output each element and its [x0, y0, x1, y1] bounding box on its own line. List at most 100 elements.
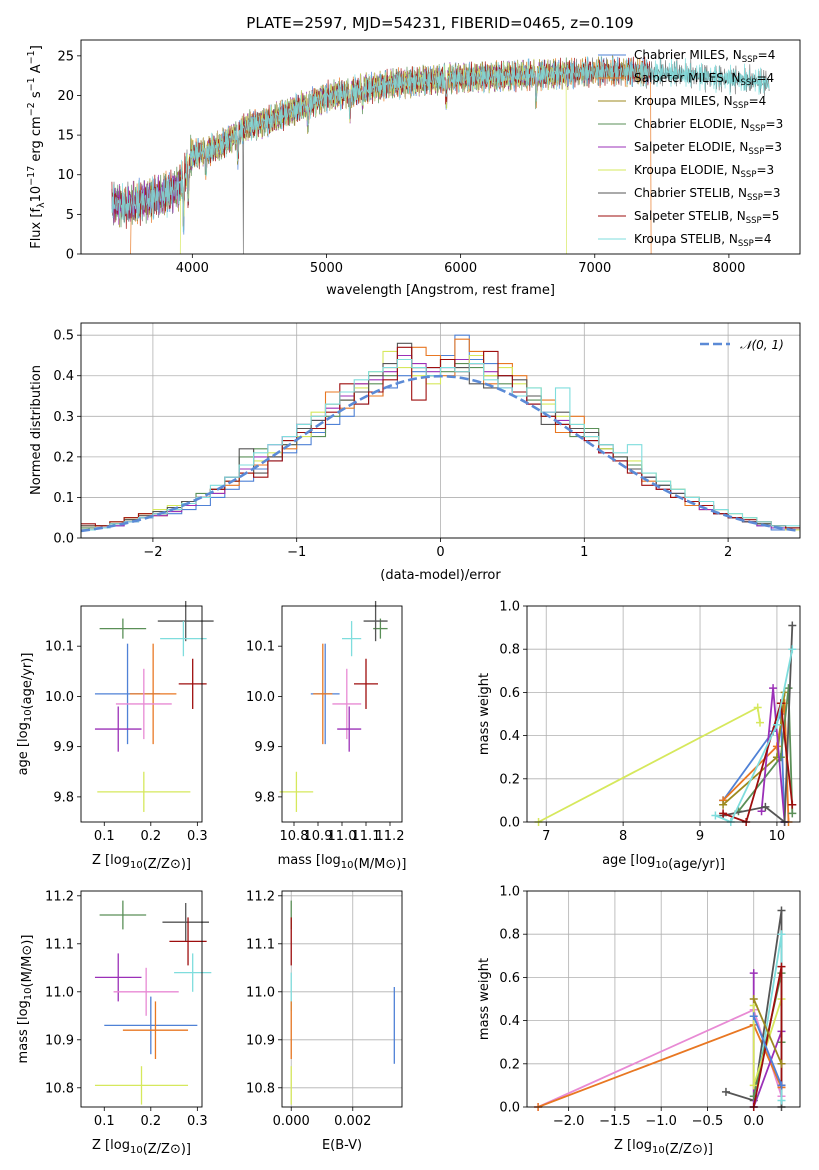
legend-label: Chabrier STELIB, NSSP=3: [634, 186, 781, 203]
y-tick-label: 10.1: [45, 640, 74, 655]
weight-marker: [711, 811, 720, 820]
x-axis-label: E(B-V): [322, 1138, 362, 1153]
x-tick-label: 0.002: [334, 1114, 371, 1129]
axes-frame: [80, 890, 203, 1108]
legend-label: Kroupa MILES, NSSP=4: [634, 94, 766, 111]
y-tick-label: 10.8: [45, 1081, 74, 1096]
weight-line: [752, 1015, 783, 1086]
y-tick-label: 0.8: [499, 928, 520, 943]
axes-frame: [80, 322, 801, 539]
x-tick-label: 0.000: [273, 1114, 310, 1129]
y-tick-label: 0.4: [499, 1014, 520, 1029]
x-tick-label: 5000: [310, 261, 343, 276]
massweight_vs_age-panel: 7 8 9 10 0.0 0.2 0.4 0.6 0.8 1.0 age [log10(age/yr…: [477, 600, 801, 872]
weight-marker: [777, 1081, 786, 1090]
legend-label: Kroupa STELIB, NSSP=4: [634, 232, 772, 249]
residuals-panel: −2 −1 0 1 2 0.0 0.1 0.2 0.3 0.4 0.5 𝒩(0, 1) (data-mo…: [29, 322, 801, 583]
weight-marker: [784, 684, 793, 693]
x-tick-label: −2.0: [553, 1114, 585, 1129]
y-tick-label: 0.4: [499, 729, 520, 744]
x-tick-label: 0.2: [140, 1114, 161, 1129]
weight-marker: [788, 621, 797, 630]
weight-marker: [777, 930, 786, 939]
weight-marker: [777, 1096, 786, 1105]
weight-marker: [749, 995, 758, 1003]
y-tick-label: 10.9: [246, 1033, 275, 1048]
x-tick-label: 11.0: [328, 829, 357, 844]
y-tick-label: 0.6: [499, 971, 520, 986]
weight-marker: [776, 753, 785, 762]
spectrum-line-kroupa-stelib: [111, 55, 770, 233]
x-tick-label: 7: [542, 829, 550, 844]
weight-marker: [756, 718, 765, 727]
y-tick-label: 10: [57, 168, 74, 183]
y-tick-label: 0.6: [499, 686, 520, 701]
weight-marker: [769, 684, 778, 693]
y-tick-label: 0.3: [53, 410, 74, 425]
y-tick-label: 0.5: [53, 329, 74, 344]
x-tick-label: −1.5: [599, 1114, 631, 1129]
y-tick-label: 10.0: [45, 690, 74, 705]
x-tick-label: 8000: [712, 261, 745, 276]
x-tick-label: 0.1: [94, 829, 115, 844]
x-tick-label: 6000: [444, 261, 477, 276]
normal-curve: [80, 374, 801, 533]
x-tick-label: −1: [287, 545, 306, 560]
weight-marker: [788, 645, 797, 654]
y-tick-label: 0.1: [53, 491, 74, 506]
y-axis-label: Flux [fλ10−17 erg cm−2 s−1 A−1]: [26, 45, 47, 249]
y-axis-label: age [log10(age/yr)]: [16, 653, 35, 776]
x-tick-label: 1: [580, 545, 588, 560]
x-tick-label: 0: [436, 545, 444, 560]
weight-marker: [777, 962, 786, 971]
mass_vs_ebv-panel: 0.000 0.002 10.8 10.9 11.0 11.1 11.2 E(B-V): [246, 889, 403, 1153]
weight-marker: [772, 742, 781, 751]
y-tick-label: 20: [57, 89, 74, 104]
weight-marker: [772, 720, 781, 729]
y-tick-label: 0: [66, 248, 74, 263]
weight-line: [737, 688, 794, 814]
x-tick-label: 4000: [176, 261, 209, 276]
axes-frame: [526, 890, 801, 1108]
x-tick-label: 10.8: [280, 829, 309, 844]
y-axis-label: Normed distribution: [29, 365, 44, 495]
x-tick-label: 0.0: [743, 1114, 764, 1129]
weight-line: [537, 1023, 783, 1108]
weight-marker: [749, 969, 758, 978]
y-tick-label: 0.0: [499, 816, 520, 831]
y-tick-label: 11.2: [246, 889, 275, 904]
y-tick-label: 11.0: [246, 985, 275, 1000]
legend-label: Kroupa ELODIE, NSSP=3: [634, 163, 774, 180]
figure-title: PLATE=2597, MJD=54231, FIBERID=0465, z=0…: [246, 14, 633, 32]
x-tick-label: 0.3: [187, 829, 208, 844]
x-tick-label: 7000: [578, 261, 611, 276]
weight-marker: [719, 800, 728, 809]
y-tick-label: 10.1: [246, 640, 275, 655]
y-tick-label: 9.8: [254, 790, 275, 805]
axes-frame: [80, 605, 203, 823]
weight-marker: [761, 802, 770, 811]
y-tick-label: 25: [57, 49, 74, 64]
x-tick-label: −2: [143, 545, 162, 560]
axes-frame: [80, 39, 801, 255]
y-tick-label: 11.1: [45, 937, 74, 952]
weight-line: [722, 713, 786, 823]
x-axis-label: Z [log10(Z/Z⊙)]: [92, 1138, 191, 1157]
axes-frame: [281, 605, 403, 823]
x-tick-label: −0.5: [692, 1114, 724, 1129]
x-tick-label: 0.1: [94, 1114, 115, 1129]
y-axis-label: mass [log10(M/M⊙)]: [16, 935, 35, 1064]
legend-label: Salpeter STELIB, NSSP=5: [634, 209, 779, 226]
weight-marker: [721, 1087, 730, 1096]
x-tick-label: 2: [724, 545, 732, 560]
x-axis-label: Z [log10(Z/Z⊙)]: [614, 1138, 713, 1157]
legend-label: Salpeter MILES, NSSP=4: [634, 71, 774, 88]
y-tick-label: 0.4: [53, 369, 74, 384]
x-tick-label: −1.0: [645, 1114, 677, 1129]
weight-line: [722, 702, 794, 824]
x-tick-label: 11.2: [376, 829, 405, 844]
massweight_vs_Z-panel: −2.0 −1.5 −1.0 −0.5 0.0 0.0 0.2 0.4 0.6 0.8 1.0 Z […: [477, 885, 801, 1157]
y-tick-label: 0.2: [53, 450, 74, 465]
y-tick-label: 9.9: [254, 740, 275, 755]
